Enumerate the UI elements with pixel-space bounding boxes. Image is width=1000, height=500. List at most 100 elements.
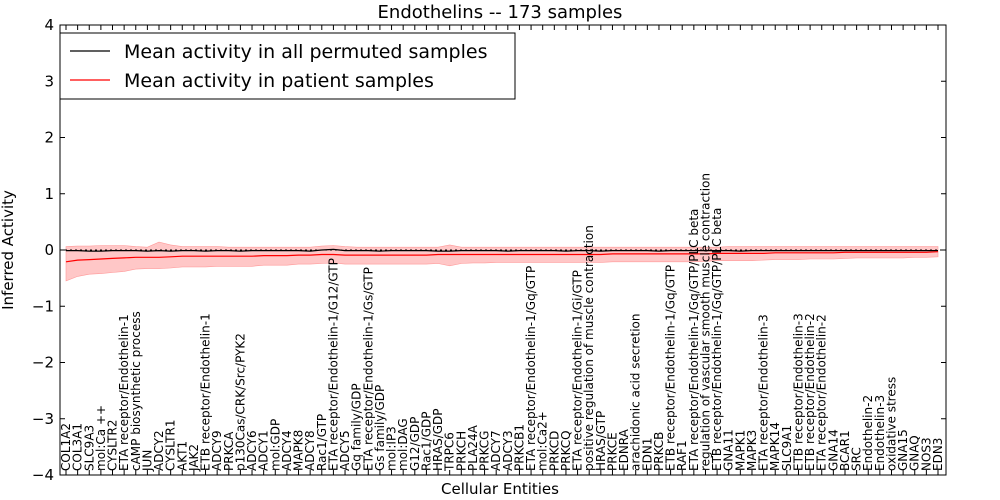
x-tick-label: ETB receptor/Endothelin-1/Gq/GTP xyxy=(664,265,678,471)
x-tick-label: oxidative stress xyxy=(885,377,899,471)
band-layer xyxy=(65,241,939,282)
x-tick-label: CYSLTR1 xyxy=(164,420,178,471)
y-tick-label: 0 xyxy=(44,241,54,259)
chart-title: Endothelins -- 173 samples xyxy=(378,2,623,23)
x-tick-label: PLA24A xyxy=(466,424,480,471)
x-tick-label: PRKCG xyxy=(478,431,492,471)
x-tick-label: AKT1 xyxy=(175,441,189,471)
y-tick-label: 2 xyxy=(44,129,54,147)
x-tick-label: ADCY7 xyxy=(489,430,503,471)
x-tick-label: SLC9A3 xyxy=(82,425,96,471)
x-tick-label: PRKCE xyxy=(606,432,620,471)
y-tick-label: 1 xyxy=(44,185,54,203)
legend-label-permuted: Mean activity in all permuted samples xyxy=(124,41,487,63)
y-tick-label: 4 xyxy=(44,16,54,34)
x-tick-label: mol:Ca ++ xyxy=(94,405,108,471)
x-tick-label: ADCY5 xyxy=(338,430,352,471)
x-tick-label: SLC9A1 xyxy=(780,425,794,471)
x-tick-label: cAMP biosynthetic process xyxy=(129,311,143,471)
x-tick-label: SRC xyxy=(850,447,864,471)
x-tick-label: ETB receptor/Endothelin-3 xyxy=(792,313,806,471)
x-tick-label: NOS3 xyxy=(919,437,933,471)
x-tick-label: Rac1/GDP xyxy=(419,412,433,471)
patient-spread-band xyxy=(65,241,939,282)
legend: Mean activity in all permuted samples Me… xyxy=(59,32,516,100)
x-tick-label: Gs family/GDP xyxy=(373,385,387,471)
x-tick-label: mol:DAG xyxy=(396,418,410,471)
x-tick-label: EDNRA xyxy=(617,428,631,471)
x-tick-label: PRKCB xyxy=(652,432,666,471)
x-tick-label: CYSLTR2 xyxy=(106,420,120,471)
legend-label-patient: Mean activity in patient samples xyxy=(124,70,434,92)
x-tick-label: EDN1 xyxy=(640,438,654,471)
x-tick-label: ETB receptor/Endothelin-1 xyxy=(199,313,213,471)
x-tick-label: MAPK8 xyxy=(292,430,306,471)
x-tick-label: ETA receptor/Endothelin-1/Gs/GTP xyxy=(361,267,375,471)
x-tick-label: mol:IP3 xyxy=(385,426,399,471)
y-tick-label: −4 xyxy=(32,466,54,484)
x-tick-label: GNA14 xyxy=(826,429,840,471)
x-tick-label: PRKCQ xyxy=(559,430,573,471)
x-axis xyxy=(65,25,939,475)
x-tick-label: ETA receptor/Endothelin-1/Gq/GTP xyxy=(524,266,538,471)
x-tick-label: Endothelin-2 xyxy=(861,395,875,471)
x-tick-label: JAK2 xyxy=(187,444,201,472)
x-tick-label: HRAS/GDP xyxy=(431,408,445,471)
y-tick-label: −2 xyxy=(32,354,54,372)
x-tick-label: ADCY4 xyxy=(280,430,294,471)
x-tick-label: arachidonic acid secretion xyxy=(629,314,643,471)
x-tick-label: ETA receptor/Endothelin-2 xyxy=(815,314,829,471)
x-tick-label: EDN3 xyxy=(931,438,945,471)
x-tick-label: ETB receptor/Endothelin-1/Gq/GTP/PLC bet… xyxy=(710,208,724,471)
x-tick-label: ADCY3 xyxy=(501,430,515,471)
y-tick-label: 3 xyxy=(44,72,54,90)
x-tick-label: mol:Ca2+ xyxy=(536,411,550,471)
x-tick-label: BCAR1 xyxy=(838,430,852,471)
x-tick-label: GNAQ xyxy=(908,435,922,471)
x-tick-label: ADCY2 xyxy=(152,430,166,471)
x-tick-label: ETA receptor/Endothelin-1/Gq/GTP/PLC bet… xyxy=(687,209,701,471)
x-tick-label: ETB receptor/Endothelin-2 xyxy=(803,313,817,471)
x-axis-label: Cellular Entities xyxy=(441,480,559,498)
series-line-patient xyxy=(65,251,939,263)
x-tick-label: Endothelin-3 xyxy=(873,395,887,471)
x-tick-label: PRKCH xyxy=(454,431,468,471)
x-tick-label: ETA receptor/Endothelin-1/Gi/GTP xyxy=(571,270,585,471)
x-tick-label: COL3A1 xyxy=(71,423,85,471)
x-tick-label: RAF1 xyxy=(675,440,689,471)
y-axis-label: Inferred Activity xyxy=(0,190,17,310)
x-tick-label: Gq family/GDP xyxy=(350,383,364,471)
x-tick-label: regulation of vascular smooth muscle con… xyxy=(699,173,713,471)
x-tick-label: TRPC6 xyxy=(443,432,457,472)
x-tick-label: HRAS/GTP xyxy=(594,411,608,471)
x-tick-label: PRKCA xyxy=(222,431,236,471)
x-tick-label: MAPK1 xyxy=(733,430,747,471)
x-tick-label: ADCY9 xyxy=(210,430,224,471)
x-tick-label: JUN xyxy=(140,450,154,472)
x-tick-label: ADCY1 xyxy=(257,430,271,471)
series-line-permuted xyxy=(66,248,938,252)
x-tick-label: PRKCB1 xyxy=(512,424,526,471)
x-tick-label: ADCY8 xyxy=(303,430,317,471)
y-tick-label: −1 xyxy=(32,297,54,315)
y-axis: −4 −3 −2 −1 0 1 2 3 4 xyxy=(32,16,946,484)
x-tick-label: ETA receptor/Endothelin-1/G12/GTP xyxy=(326,258,340,471)
x-tick-label: p130Cas/CRK/Src/PYK2 xyxy=(233,333,247,471)
legend-box xyxy=(59,32,516,100)
x-tick-label: mol:GDP xyxy=(268,419,282,471)
x-tick-label: ETA receptor/Endothelin-3 xyxy=(757,314,771,471)
x-tick-label: MAPK14 xyxy=(768,422,782,471)
x-tick-label: GNA15 xyxy=(896,429,910,471)
x-tick-label: PRKCD xyxy=(547,431,561,471)
y-tick-label: −3 xyxy=(32,410,54,428)
x-tick-label: ADCY6 xyxy=(245,430,259,471)
x-tick-label: COL1A2 xyxy=(59,423,73,471)
x-tick-label: positive regulation of muscle contractio… xyxy=(582,225,596,471)
x-tick-label: MAPK3 xyxy=(745,430,759,471)
x-tick-label: GNA11 xyxy=(722,429,736,471)
x-tick-label: G12/GDP xyxy=(408,417,422,471)
series-layer xyxy=(65,248,939,263)
x-tick-label: ETA receptor/Endothelin-1 xyxy=(117,314,131,471)
